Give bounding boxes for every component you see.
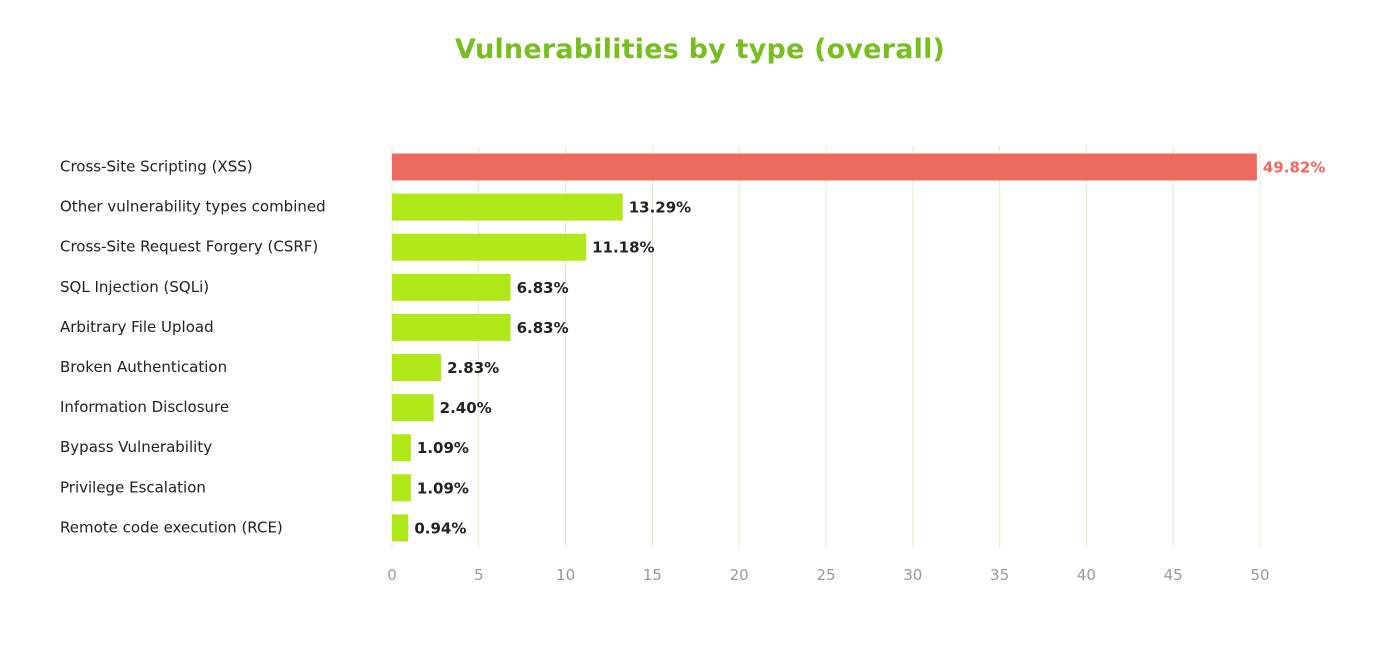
x-tick-label: 50 <box>1250 566 1269 584</box>
x-tick-label: 45 <box>1164 566 1183 584</box>
category-label: Privilege Escalation <box>60 478 206 496</box>
bar <box>392 273 511 301</box>
category-label: Arbitrary File Upload <box>60 318 214 336</box>
category-label: Information Disclosure <box>60 398 229 416</box>
category-label: Broken Authentication <box>60 358 227 376</box>
value-label: 0.94% <box>414 519 466 537</box>
bar <box>392 394 434 422</box>
x-tick-label: 35 <box>990 566 1009 584</box>
value-label: 6.83% <box>517 279 569 297</box>
bar <box>392 193 623 221</box>
value-label: 2.40% <box>440 399 492 417</box>
x-tick-label: 0 <box>387 566 397 584</box>
category-label: SQL Injection (SQLi) <box>60 278 209 296</box>
value-label: 49.82% <box>1263 159 1325 177</box>
x-tick-label: 15 <box>643 566 662 584</box>
category-label: Other vulnerability types combined <box>60 198 326 216</box>
value-label: 6.83% <box>517 319 569 337</box>
category-label: Remote code execution (RCE) <box>60 518 283 536</box>
x-tick-label: 10 <box>556 566 575 584</box>
bar <box>392 233 587 261</box>
x-tick-label: 40 <box>1077 566 1096 584</box>
category-label: Cross-Site Request Forgery (CSRF) <box>60 238 318 256</box>
bar <box>392 153 1257 181</box>
value-label: 1.09% <box>417 479 469 497</box>
x-tick-label: 25 <box>816 566 835 584</box>
category-label: Cross-Site Scripting (XSS) <box>60 158 253 176</box>
bar <box>392 313 511 341</box>
value-label: 11.18% <box>592 239 654 257</box>
x-tick-label: 20 <box>730 566 749 584</box>
bar <box>392 354 442 381</box>
x-axis-ticks: 0 5 10 15 20 25 30 35 40 45 50 <box>387 566 1269 584</box>
bars-layer <box>392 153 1257 542</box>
x-tick-label: 30 <box>903 566 922 584</box>
value-label: 1.09% <box>417 439 469 457</box>
bar <box>392 474 411 502</box>
x-tick-label: 5 <box>474 566 484 584</box>
labels-layer: Cross-Site Scripting (XSS) 49.82% Other vu… <box>60 158 1325 538</box>
value-label: 13.29% <box>629 199 691 217</box>
bar <box>392 434 411 462</box>
chart-title: Vulnerabilities by type (overall) <box>454 34 946 65</box>
bar <box>392 514 409 542</box>
category-label: Bypass Vulnerability <box>60 438 212 456</box>
value-label: 2.83% <box>447 359 499 377</box>
